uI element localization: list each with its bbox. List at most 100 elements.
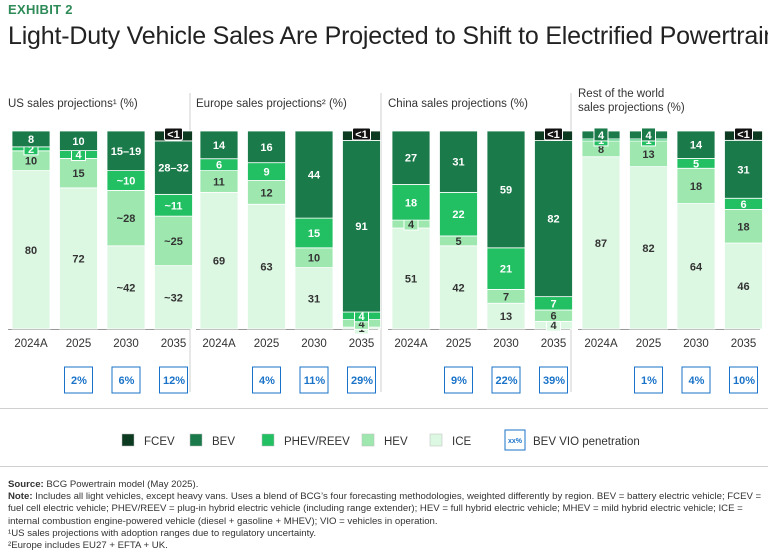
penetration-value: 29% — [351, 375, 373, 387]
segment-value-label: <1 — [737, 129, 750, 141]
bar-segment-ice — [439, 245, 478, 330]
x-tick-label: 2024A — [14, 338, 48, 350]
bar-segment-ice — [629, 166, 668, 330]
legend-label-ice: ICE — [452, 436, 472, 448]
segment-value-label: 18 — [405, 197, 417, 209]
penetration-value: 4% — [259, 375, 275, 387]
segment-value-label: ~28 — [117, 213, 136, 225]
segment-value-label: ~10 — [117, 176, 136, 188]
penetration-value: 1% — [641, 375, 657, 387]
bar-segment-bev — [342, 140, 381, 313]
bar-segment-phev-reev — [294, 217, 334, 249]
x-tick-label: 2024A — [584, 338, 618, 350]
penetration-box — [347, 366, 376, 394]
panel-3: China sales projections (%) 51 4 18 27 2024A 4… — [388, 98, 573, 394]
bar-segment-hev — [154, 215, 193, 267]
segment-value-label: 59 — [500, 184, 512, 196]
penetration-box — [729, 366, 758, 394]
segment-value-label: 15 — [72, 168, 84, 180]
segment-value-label: 12 — [260, 187, 272, 199]
bar-segment-bev — [106, 130, 146, 171]
x-tick-label: 2035 — [541, 338, 567, 350]
penetration-value: 10% — [733, 375, 755, 387]
segment-value-label: ~25 — [164, 236, 183, 248]
bar-2025: 63 12 9 16 2025 4% — [247, 130, 286, 394]
segment-value-label: 2 — [28, 144, 34, 156]
segment-value-label: 4 — [408, 219, 415, 231]
segment-value-label: 10 — [25, 156, 37, 168]
bar-segment-ice — [154, 265, 193, 330]
segment-value-label: 4 — [75, 150, 82, 162]
bar-segment-ice — [581, 156, 621, 330]
segment-value-label: 7 — [550, 298, 556, 310]
fcev-label-box — [164, 127, 183, 141]
x-tick-label: 2030 — [301, 338, 327, 350]
stacked-bar-chart: US sales projections¹ (%)8010282024A7215… — [0, 88, 768, 467]
segment-value-label: 13 — [642, 149, 654, 161]
general-note: Note: Includes all light vehicles, excep… — [8, 491, 762, 527]
segment-value-label: 4 — [358, 318, 365, 330]
fcev-label-box — [544, 127, 563, 141]
penetration-value: 22% — [495, 375, 517, 387]
legend-swatch-phev-reev — [261, 433, 275, 447]
bar-2035: ~32 ~25 ~11 28–32 <1 2035 12% — [154, 127, 193, 394]
x-tick-label: 2035 — [349, 338, 375, 350]
bar-2024a: 51 4 18 27 2024A — [391, 130, 431, 350]
penetration-box — [159, 366, 188, 394]
segment-value-label: 31 — [452, 157, 464, 169]
x-tick-label: 2025 — [66, 338, 92, 350]
segment-value-label: 18 — [690, 181, 702, 193]
segment-value-label: 46 — [737, 281, 749, 293]
segment-value-label: 72 — [72, 253, 84, 265]
penetration-box — [299, 366, 329, 394]
penetration-value: 2% — [71, 375, 87, 387]
bar-2035: 467 82 <1 2035 39% — [534, 127, 573, 394]
bar-segment-ice — [106, 245, 146, 330]
bar-segment-bev — [534, 140, 573, 298]
bar-segment-hev — [724, 209, 763, 244]
bar-segment-phev-reev — [439, 191, 478, 237]
bar-segment-bev — [247, 130, 286, 164]
legend-swatch-hev — [361, 433, 375, 447]
bar-segment-hev — [106, 189, 146, 247]
legend-label-bev: BEV — [212, 436, 235, 448]
x-tick-label: 2035 — [731, 338, 757, 350]
x-tick-label: 2025 — [636, 338, 662, 350]
segment-value-label: 27 — [405, 153, 417, 165]
segment-value-label: 4 — [645, 130, 652, 142]
bar-segment-bev — [486, 130, 526, 249]
penetration-box — [681, 366, 711, 394]
penetration-value: 4% — [689, 375, 705, 387]
legend: FCEV BEV PHEV/REEV HEV ICE xx% BEV VIO penetra… — [121, 429, 640, 451]
legend-label-fcev: FCEV — [144, 436, 175, 448]
legend-penetration-marker-text: xx% — [508, 438, 523, 445]
bar-2025: 72 15 4 10 2025 2% — [59, 130, 98, 394]
segment-value-label: 15–19 — [111, 146, 142, 158]
bar-segment-bev — [199, 130, 239, 160]
segment-value-label: 4 — [358, 311, 365, 323]
segment-value-label: ~11 — [164, 200, 182, 212]
segment-value-label: 10 — [72, 136, 84, 148]
penetration-value: 9% — [451, 375, 467, 387]
segment-value-label: <1 — [167, 129, 180, 141]
segment-value-label: 82 — [547, 214, 559, 226]
bar-segment-ice — [724, 242, 763, 330]
bar-segment-ice — [59, 187, 98, 330]
legend-swatch-fcev — [121, 433, 135, 447]
chart-title: Light-Duty Vehicle Sales Are Projected t… — [8, 22, 768, 50]
segment-value-label: 64 — [690, 261, 703, 273]
segment-value-label: 14 — [213, 140, 226, 152]
bar-segment-ice — [676, 203, 716, 330]
segment-value-label: 91 — [355, 221, 367, 233]
penetration-box — [64, 366, 93, 394]
bar-2024a: 878142024A — [581, 127, 621, 350]
penetration-value: 39% — [543, 375, 565, 387]
segment-value-label: <1 — [355, 129, 368, 141]
bar-segment-bev — [439, 130, 478, 193]
penetration-box — [444, 366, 473, 394]
segment-value-label: 6 — [550, 311, 556, 323]
segment-value-label: 44 — [308, 170, 321, 182]
bar-2030: 31 10 15 44 2030 11% — [294, 130, 334, 394]
panel-subtitle: Europe sales projections² (%) — [196, 98, 347, 110]
